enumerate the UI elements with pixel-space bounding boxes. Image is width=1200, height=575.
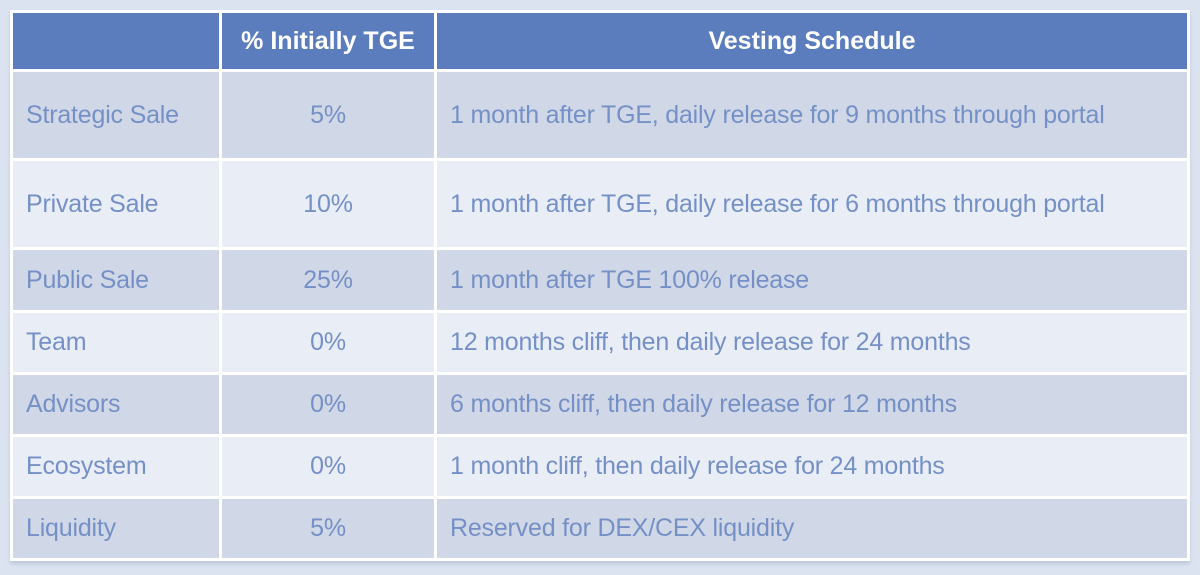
row-vesting-text: 1 month after TGE, daily release for 9 m… [437, 72, 1187, 158]
row-category: Liquidity [13, 499, 219, 558]
row-category: Private Sale [13, 161, 219, 247]
header-cell-initially-tge: % Initially TGE [222, 13, 434, 69]
row-tge-percent: 5% [222, 499, 434, 558]
row-tge-percent: 0% [222, 313, 434, 372]
row-category: Ecosystem [13, 437, 219, 496]
row-category: Strategic Sale [13, 72, 219, 158]
row-vesting-text: 1 month cliff, then daily release for 24… [437, 437, 1187, 496]
row-tge-percent: 5% [222, 72, 434, 158]
row-category: Team [13, 313, 219, 372]
row-tge-percent: 10% [222, 161, 434, 247]
row-category: Public Sale [13, 250, 219, 310]
header-cell-vesting-schedule: Vesting Schedule [437, 13, 1187, 69]
row-tge-percent: 0% [222, 437, 434, 496]
row-vesting-text: 6 months cliff, then daily release for 1… [437, 375, 1187, 434]
header-cell-category [13, 13, 219, 69]
row-vesting-text: Reserved for DEX/CEX liquidity [437, 499, 1187, 558]
row-vesting-text: 12 months cliff, then daily release for … [437, 313, 1187, 372]
row-vesting-text: 1 month after TGE 100% release [437, 250, 1187, 310]
row-tge-percent: 25% [222, 250, 434, 310]
row-category: Advisors [13, 375, 219, 434]
row-vesting-text: 1 month after TGE, daily release for 6 m… [437, 161, 1187, 247]
vesting-schedule-table: % Initially TGE Vesting Schedule Strateg… [10, 10, 1190, 561]
row-tge-percent: 0% [222, 375, 434, 434]
